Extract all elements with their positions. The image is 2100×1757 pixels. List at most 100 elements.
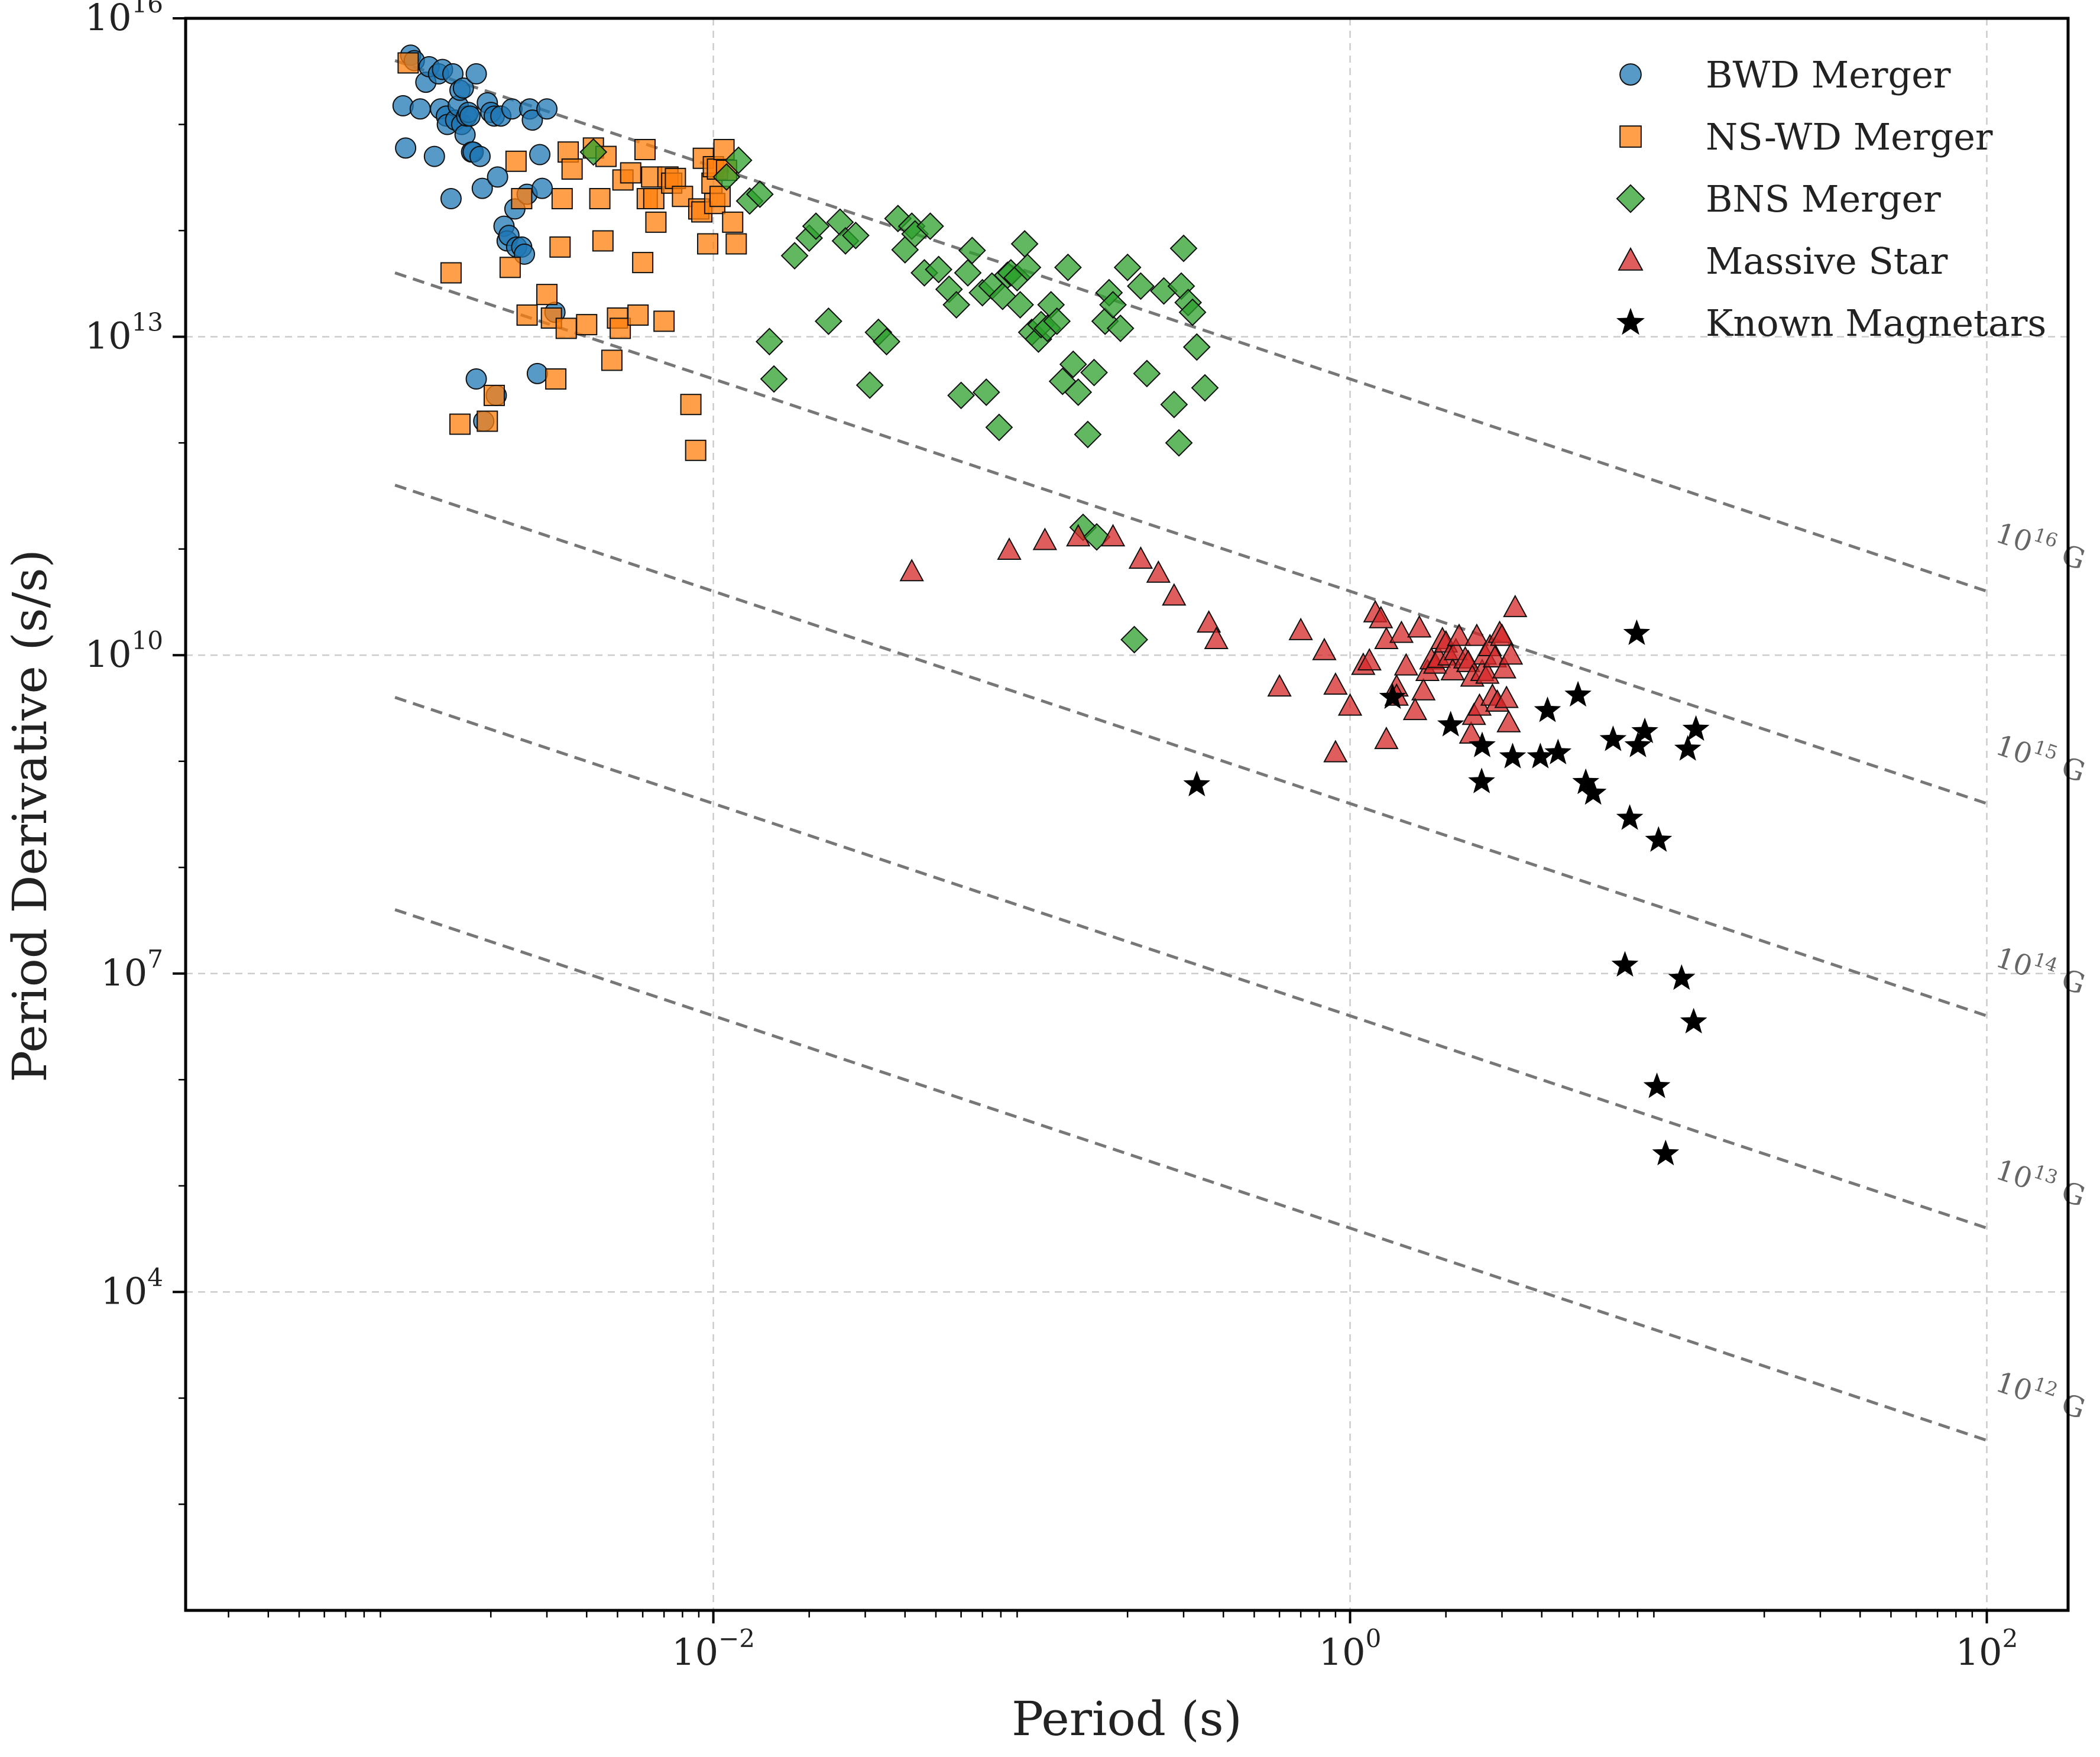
massive-star-point-56	[1323, 740, 1348, 763]
known-magnetars-point-24	[1682, 715, 1710, 741]
grid-lines	[186, 17, 2068, 1610]
bns-merger-point-45	[1043, 307, 1071, 335]
ns-wd-merger-point-22	[601, 349, 623, 371]
ns-wd-merger-point-5	[499, 257, 521, 278]
known-magnetars-point-9	[1564, 680, 1592, 707]
massive-star-point-18	[1369, 605, 1393, 628]
bns-merger-point-57	[1113, 253, 1142, 281]
ns-wd-merger-point-44	[697, 233, 719, 255]
legend-marker-bns-merger	[1616, 184, 1645, 213]
known-magnetars-point-21	[1668, 964, 1696, 990]
bns-merger-point-30	[972, 378, 1000, 406]
ns-wd-merger-point-4	[483, 384, 505, 406]
known-magnetars-point-7	[1534, 696, 1561, 722]
bns-merger-point-9	[802, 212, 830, 241]
bns-merger-point-69	[1106, 314, 1135, 342]
series-known-magnetars	[1183, 619, 1710, 1166]
bns-merger-point-14	[855, 371, 884, 399]
bns-merger-point-37	[1006, 291, 1034, 319]
series-bwd-merger	[392, 44, 566, 432]
massive-star-point-4	[1100, 524, 1126, 547]
massive-star-point-11	[1288, 617, 1313, 640]
massive-star-point-55	[1503, 594, 1528, 617]
bwd-merger-point-19	[452, 77, 474, 99]
ns-wd-merger-point-53	[725, 233, 747, 255]
bns-merger-point-10	[814, 307, 842, 335]
bns-merger-point-47	[1054, 253, 1082, 281]
known-magnetars-point-5	[1499, 743, 1527, 769]
ns-wd-merger-point-7	[511, 188, 533, 210]
known-magnetars-point-15	[1623, 619, 1651, 645]
massive-star-point-9	[1204, 626, 1229, 649]
massive-star-point-7	[1162, 583, 1187, 606]
massive-star-point-57	[1374, 726, 1399, 750]
x-tick-label-0: 10−2	[672, 1624, 755, 1674]
bns-merger-point-49	[1064, 378, 1093, 406]
ns-wd-merger-point-6	[505, 150, 527, 172]
legend-label-bwd-merger: BWD Merger	[1706, 53, 1951, 96]
ns-wd-merger-point-11	[545, 368, 567, 390]
bns-merger-point-32	[985, 413, 1013, 442]
bns-merger-point-66	[1178, 298, 1207, 326]
ns-wd-merger-point-3	[477, 410, 498, 432]
known-magnetars-point-20	[1652, 1139, 1680, 1166]
bns-merger-point-4	[746, 180, 774, 209]
bwd-merger-point-49	[529, 144, 551, 166]
bwd-merger-point-51	[536, 98, 558, 120]
x-axis-title: Period (s)	[1012, 1691, 1242, 1746]
bns-merger-point-22	[916, 212, 944, 241]
known-magnetars-point-3	[1469, 731, 1496, 757]
bwd-merger-point-1	[395, 137, 417, 159]
bwd-merger-point-13	[440, 188, 462, 210]
y-axis-title: Period Derivative (s/s)	[2, 549, 57, 1082]
known-magnetars-point-0	[1183, 770, 1211, 796]
x-tick-label-1: 100	[1319, 1624, 1382, 1674]
massive-star-point-5	[1128, 546, 1153, 569]
bns-merger-point-39	[1013, 253, 1042, 281]
ns-wd-merger-point-38	[672, 186, 693, 208]
known-magnetars-point-6	[1527, 743, 1554, 769]
bns-merger-point-26	[947, 381, 976, 410]
massive-star-point-34	[1447, 623, 1472, 646]
ns-wd-merger-point-50	[713, 139, 735, 161]
massive-star-point-54	[1498, 642, 1524, 665]
bwd-merger-point-35	[487, 166, 508, 188]
legend-label-massive-star: Massive Star	[1706, 239, 1948, 283]
ns-wd-merger-point-17	[576, 314, 598, 336]
massive-star-point-8	[1196, 610, 1221, 633]
massive-star-point-24	[1411, 677, 1436, 701]
massive-star-point-53	[1496, 709, 1521, 732]
massive-star-point-52	[1494, 685, 1519, 708]
massive-star-point-50	[1489, 623, 1515, 646]
bns-merger-point-59	[1133, 359, 1161, 388]
known-magnetars-point-17	[1624, 731, 1652, 757]
massive-star-point-16	[1357, 648, 1382, 671]
known-magnetars-point-10	[1572, 768, 1600, 795]
massive-star-point-51	[1492, 656, 1517, 679]
massive-star-point-14	[1337, 693, 1363, 716]
ns-wd-merger-point-33	[645, 211, 667, 233]
bns-merger-point-2	[724, 146, 753, 174]
ns-wd-merger-point-8	[516, 304, 538, 326]
bwd-merger-point-4	[409, 98, 431, 120]
massive-star-point-0	[899, 559, 924, 582]
ns-wd-merger-point-52	[722, 211, 744, 233]
bwd-merger-point-26	[465, 63, 487, 85]
known-magnetars-point-18	[1643, 1072, 1671, 1098]
bwd-merger-point-23	[459, 105, 481, 127]
massive-star-point-3	[1066, 524, 1091, 547]
ns-wd-merger-point-12	[549, 236, 571, 258]
bwd-merger-point-48	[526, 362, 548, 384]
bns-merger-point-62	[1165, 429, 1193, 457]
ns-wd-merger-point-2	[449, 413, 471, 435]
y-tick-label-2: 1010	[85, 626, 163, 676]
known-magnetars-point-14	[1616, 804, 1644, 830]
bwd-merger-point-28	[469, 145, 491, 167]
data-markers	[392, 44, 1710, 1166]
ns-wd-merger-point-14	[555, 317, 577, 339]
ns-wd-merger-point-27	[627, 304, 649, 326]
bns-merger-point-7	[780, 242, 809, 270]
massive-star-point-59	[1402, 697, 1428, 721]
massive-star-point-36	[1456, 649, 1481, 672]
